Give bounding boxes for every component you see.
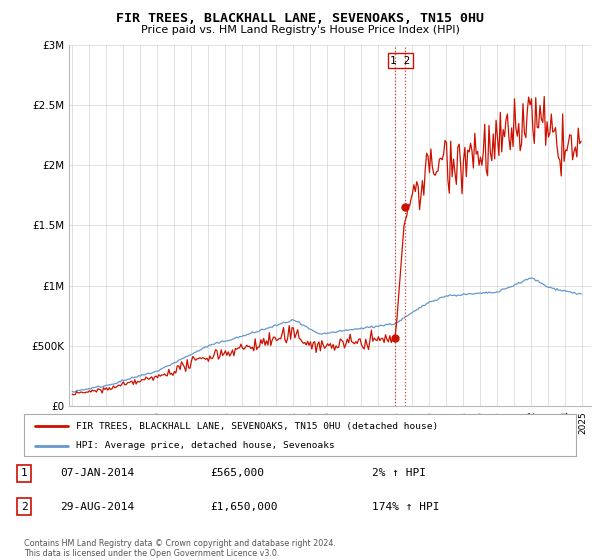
Text: £1,650,000: £1,650,000 (210, 502, 277, 512)
Text: 07-JAN-2014: 07-JAN-2014 (60, 468, 134, 478)
Text: 1 2: 1 2 (390, 55, 410, 66)
Text: FIR TREES, BLACKHALL LANE, SEVENOAKS, TN15 0HU (detached house): FIR TREES, BLACKHALL LANE, SEVENOAKS, TN… (76, 422, 439, 431)
Text: FIR TREES, BLACKHALL LANE, SEVENOAKS, TN15 0HU: FIR TREES, BLACKHALL LANE, SEVENOAKS, TN… (116, 12, 484, 25)
Text: 1: 1 (20, 468, 28, 478)
Text: 2: 2 (20, 502, 28, 512)
Text: Contains HM Land Registry data © Crown copyright and database right 2024.
This d: Contains HM Land Registry data © Crown c… (24, 539, 336, 558)
Text: 2% ↑ HPI: 2% ↑ HPI (372, 468, 426, 478)
Text: Price paid vs. HM Land Registry's House Price Index (HPI): Price paid vs. HM Land Registry's House … (140, 25, 460, 35)
Text: £565,000: £565,000 (210, 468, 264, 478)
Text: HPI: Average price, detached house, Sevenoaks: HPI: Average price, detached house, Seve… (76, 441, 335, 450)
Text: 29-AUG-2014: 29-AUG-2014 (60, 502, 134, 512)
Text: 174% ↑ HPI: 174% ↑ HPI (372, 502, 439, 512)
